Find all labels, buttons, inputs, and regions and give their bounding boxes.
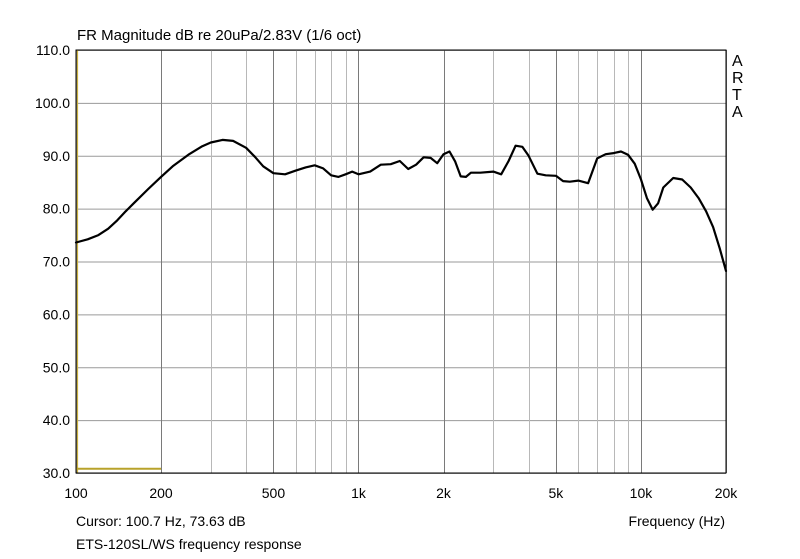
brand-letter: R <box>732 70 744 87</box>
chart-caption: ETS-120SL/WS frequency response <box>76 536 302 552</box>
y-tick-label: 50.0 <box>43 359 70 375</box>
x-axis-ticks: 100 200 500 1k 2k 5k 10k 20k <box>64 485 738 501</box>
y-tick-label: 30.0 <box>43 465 70 481</box>
cursor-readout: Cursor: 100.7 Hz, 73.63 dB <box>76 513 246 529</box>
brand-letter: T <box>732 87 742 104</box>
x-tick-label: 2k <box>436 485 452 501</box>
grid <box>76 50 727 474</box>
x-tick-label: 500 <box>262 485 286 501</box>
y-tick-label: 40.0 <box>43 412 70 428</box>
y-tick-label: 80.0 <box>43 201 70 217</box>
brand-letter: A <box>732 53 743 70</box>
brand-logo: A R T A <box>732 53 744 121</box>
x-tick-label: 1k <box>351 485 367 501</box>
x-axis-label: Frequency (Hz) <box>629 513 725 529</box>
y-tick-label: 110.0 <box>36 42 70 58</box>
x-tick-label: 20k <box>715 485 739 501</box>
brand-letter: A <box>732 104 743 121</box>
curve-layer <box>74 50 728 473</box>
x-tick-label: 100 <box>64 485 88 501</box>
y-tick-label: 100.0 <box>35 95 70 111</box>
y-tick-label: 70.0 <box>43 254 70 270</box>
y-tick-label: 60.0 <box>43 306 70 322</box>
plot-frame <box>75 49 727 474</box>
chart-title: FR Magnitude dB re 20uPa/2.83V (1/6 oct) <box>77 27 361 44</box>
x-tick-label: 10k <box>630 485 654 501</box>
x-tick-label: 200 <box>149 485 173 501</box>
y-tick-label: 90.0 <box>43 148 70 164</box>
x-tick-label: 5k <box>549 485 565 501</box>
response-curve <box>74 138 728 273</box>
y-axis-ticks: 110.0 100.0 90.0 80.0 70.0 60.0 50.0 40.0 30.0 <box>35 42 70 481</box>
